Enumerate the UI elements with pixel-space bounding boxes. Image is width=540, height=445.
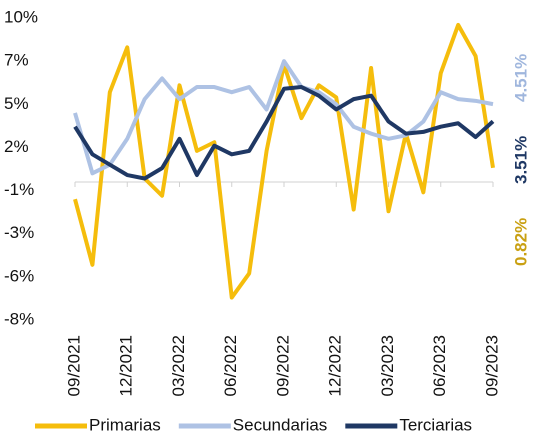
y-tick-label: -8%	[4, 309, 34, 328]
legend-label: Primarias	[89, 415, 161, 434]
legend-label: Secundarias	[233, 415, 328, 434]
x-tick-label: 12/2021	[117, 335, 136, 396]
x-tick-label: 06/2023	[430, 335, 449, 396]
y-tick-label: 2%	[4, 137, 29, 156]
x-tick-label: 09/2022	[273, 335, 292, 396]
value-label: 3.51%	[511, 136, 530, 184]
value-label: 4.51%	[511, 54, 530, 102]
x-tick-label: 09/2023	[482, 335, 501, 396]
series-line	[73, 59, 494, 176]
y-tick-label: 7%	[4, 51, 29, 70]
x-tick-label: 06/2022	[221, 335, 240, 396]
y-tick-label: -3%	[4, 223, 34, 242]
y-tick-label: -6%	[4, 266, 34, 285]
x-tick-label: 03/2022	[169, 335, 188, 396]
x-tick-label: 12/2022	[326, 335, 345, 396]
legend-label: Terciarias	[399, 415, 472, 434]
series-line	[73, 85, 495, 181]
x-tick-label: 09/2021	[64, 335, 83, 396]
y-tick-label: 10%	[4, 7, 38, 26]
value-label: 0.82%	[511, 218, 530, 266]
y-tick-label: 5%	[4, 94, 29, 113]
y-tick-label: -1%	[4, 180, 34, 199]
x-tick-label: 03/2023	[378, 335, 397, 396]
